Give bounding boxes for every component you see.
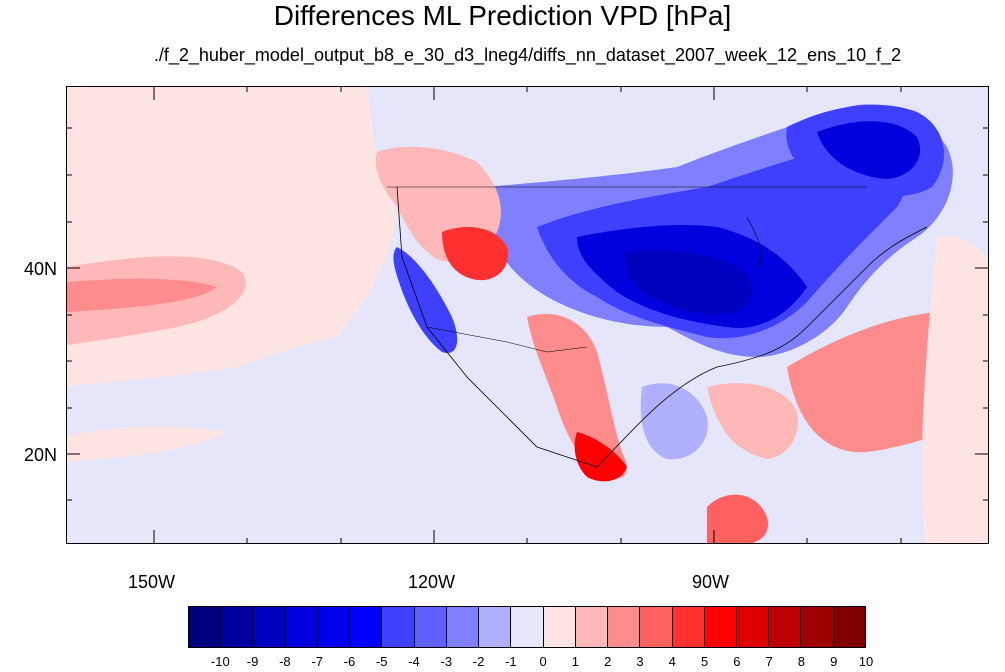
colorbar-box	[414, 607, 447, 647]
colorbar-box	[769, 607, 802, 647]
colorbar-label: 5	[700, 654, 709, 669]
gulf-pink	[707, 383, 798, 459]
colorbar-box	[285, 607, 318, 647]
lon-label-120w: 120W	[408, 572, 456, 592]
caribbean-red	[707, 494, 768, 543]
lat-label-20n: 20N	[24, 445, 58, 465]
colorbar-label: -3	[440, 654, 453, 669]
chart-subtitle: ./f_2_huber_model_output_b8_e_30_d3_lneg…	[153, 45, 902, 65]
pacific-lavender	[67, 362, 367, 543]
colorbar-label: -1	[505, 654, 517, 669]
gulf-light-blue	[640, 383, 708, 460]
colorbar-box	[833, 607, 865, 647]
colorbar-label: 4	[668, 654, 676, 669]
canada-blue-core	[817, 121, 921, 179]
colorbar-label: -10	[210, 654, 230, 669]
colorbar	[188, 606, 866, 648]
colorbar-box	[736, 607, 770, 647]
colorbar-box	[189, 607, 222, 647]
colorbar-label: -7	[311, 654, 323, 669]
colorbar-box	[608, 607, 641, 647]
colorbar-label: -9	[246, 654, 259, 669]
colorbar-box	[317, 607, 351, 647]
colorbar-box	[221, 607, 254, 647]
pacific-coastline	[396, 186, 598, 468]
colorbar-label: 6	[733, 654, 741, 669]
colorbar-label: -6	[343, 654, 356, 669]
chart-title: Differences ML Prediction VPD [hPa]	[273, 0, 732, 31]
colorbar-box	[640, 607, 673, 647]
colorbar-label: 1	[571, 654, 580, 669]
caribbean-lavender	[625, 463, 692, 514]
map-plot-area	[66, 86, 989, 544]
colorbar-box	[575, 607, 609, 647]
pacific-pink-south	[67, 426, 227, 462]
california-blue	[393, 247, 458, 353]
lat-label-40n: 40N	[24, 259, 58, 279]
colorbar-label: 9	[830, 654, 838, 669]
mexico-red-core	[574, 432, 627, 482]
colorbar-label: 2	[604, 654, 612, 669]
colorbar-box	[704, 607, 737, 647]
colorbar-box	[253, 607, 286, 647]
colorbar-label: 3	[636, 654, 644, 669]
gulf-atlantic-coastline	[596, 226, 928, 468]
lon-label-90w: 90W	[692, 572, 730, 592]
us-mexico-border	[426, 326, 588, 353]
colorbar-label: 8	[797, 654, 806, 669]
colorbar-box	[672, 607, 705, 647]
colorbar-label: 10	[858, 654, 874, 669]
colorbar-label: -4	[408, 654, 420, 669]
colorbar-box	[350, 607, 383, 647]
idaho-red-core	[442, 227, 508, 281]
colorbar-label: -2	[472, 654, 485, 669]
difference-field-map	[67, 87, 988, 543]
great-lakes-outline	[746, 216, 762, 268]
colorbar-label: 0	[539, 654, 547, 669]
colorbar-label: -5	[375, 654, 388, 669]
colorbar-box	[479, 607, 512, 647]
colorbar-box	[801, 607, 834, 647]
colorbar-box	[511, 607, 544, 647]
colorbar-box	[382, 607, 415, 647]
atlantic-pink-east	[921, 236, 988, 543]
colorbar-box	[446, 607, 480, 647]
pacific-red-core	[67, 278, 217, 312]
lon-label-150w: 150W	[128, 572, 176, 592]
continental-blue-deep	[625, 250, 752, 315]
colorbar-box	[543, 607, 576, 647]
southwest-red	[527, 313, 627, 479]
colorbar-label: 7	[765, 654, 773, 669]
colorbar-label: -8	[279, 654, 291, 669]
